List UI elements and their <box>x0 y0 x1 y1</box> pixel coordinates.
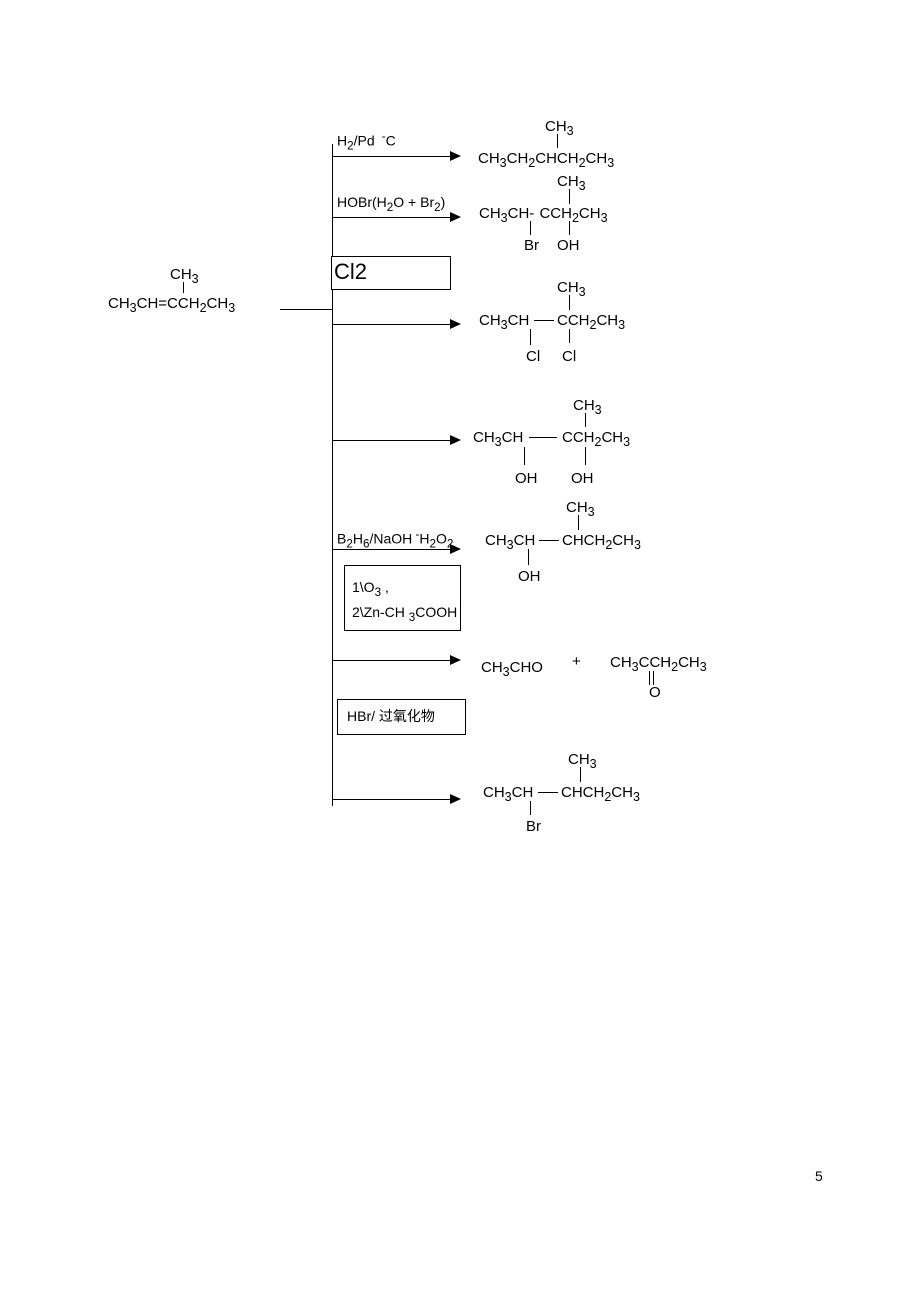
product-text-6-2: CHCH2CH3 <box>561 785 640 804</box>
reagent-label-1: HOBr(H2O + Br2) <box>337 195 445 213</box>
page-number: 5 <box>815 1168 823 1184</box>
starter-joiner <box>280 309 332 310</box>
arrow-head-6 <box>450 794 461 804</box>
product-text-4-3: OH <box>518 569 541 584</box>
arrow-shaft-0 <box>332 156 450 157</box>
reagent-label-4: B2H6/NaOH -H2O2 <box>337 529 453 550</box>
product-hbond-2-0 <box>534 320 554 321</box>
product-dbl-5-0-b <box>653 671 654 685</box>
arrow-shaft-6 <box>332 799 450 800</box>
product-tick-1-0 <box>569 189 570 204</box>
product-tick-2-1 <box>530 329 531 345</box>
starter-main: CH3CH=CCH2CH3 <box>108 296 235 315</box>
arrow-shaft-2 <box>332 324 450 325</box>
product-text-4-0: CH3 <box>566 500 595 519</box>
product-text-6-3: Br <box>526 819 541 834</box>
arrow-head-0 <box>450 151 461 161</box>
reaction-diagram: CH3 CH3CH=CCH2CH3 H2/Pd -C CH3 CH3CH2CHCH2CH… <box>0 0 920 1303</box>
product-text-5-2: CH3CCH2CH3 <box>610 655 707 674</box>
product-tick-3-1 <box>524 447 525 465</box>
product-tick-1-1 <box>530 221 531 235</box>
reagent-box-line-5-0: 1\O3 , <box>352 580 389 598</box>
product-tick-4-1 <box>528 549 529 565</box>
product-text-6-1: CH3CH <box>483 785 533 804</box>
product-text-2-4: Cl <box>562 349 576 364</box>
arrow-shaft-3 <box>332 440 450 441</box>
product-text-5-0: CH3CHO <box>481 660 543 679</box>
arrow-shaft-5 <box>332 660 450 661</box>
product-text-1-1: CH3CH- CCH2CH3 <box>479 206 608 225</box>
product-hbond-3-0 <box>529 437 557 438</box>
product-text-1-3: OH <box>557 238 580 253</box>
reagent-label-0: H2/Pd -C <box>337 131 396 152</box>
product-text-5-3: O <box>649 685 661 700</box>
product-tick-0-0 <box>557 134 558 148</box>
arrow-head-5 <box>450 655 461 665</box>
reagent-box-line-6-0: HBr/ 过氧化物 <box>347 709 435 723</box>
product-text-3-2: CCH2CH3 <box>562 430 630 449</box>
product-tick-4-0 <box>578 515 579 530</box>
starter-bond-tick <box>183 282 184 293</box>
product-text-3-3: OH <box>515 471 538 486</box>
arrow-shaft-1 <box>332 217 450 218</box>
product-text-1-2: Br <box>524 238 539 253</box>
starter-top: CH3 <box>170 267 199 286</box>
product-text-1-0: CH3 <box>557 174 586 193</box>
product-hbond-4-0 <box>539 540 559 541</box>
product-dbl-5-0-a <box>649 671 650 685</box>
product-text-2-3: Cl <box>526 349 540 364</box>
reagent-big-2: Cl2 <box>334 261 367 283</box>
arrow-head-1 <box>450 212 461 222</box>
trunk-line <box>332 144 333 806</box>
product-tick-2-2 <box>569 329 570 343</box>
product-text-3-4: OH <box>571 471 594 486</box>
product-text-0-1: CH3CH2CHCH2CH3 <box>478 151 614 170</box>
arrow-head-2 <box>450 319 461 329</box>
reagent-box-line-5-1: 2\Zn-CH 3COOH <box>352 605 457 623</box>
product-text-5-1: + <box>572 654 581 669</box>
product-tick-3-0 <box>585 413 586 427</box>
product-text-2-1: CH3CH <box>479 313 529 332</box>
product-text-4-2: CHCH2CH3 <box>562 533 641 552</box>
arrow-head-3 <box>450 435 461 445</box>
product-text-3-0: CH3 <box>573 398 602 417</box>
product-tick-2-0 <box>569 295 570 310</box>
product-text-2-2: CCH2CH3 <box>557 313 625 332</box>
product-tick-6-1 <box>530 801 531 815</box>
product-hbond-6-0 <box>538 792 558 793</box>
product-text-2-0: CH3 <box>557 280 586 299</box>
product-tick-3-2 <box>585 447 586 465</box>
product-tick-6-0 <box>580 767 581 782</box>
product-text-6-0: CH3 <box>568 752 597 771</box>
product-text-3-1: CH3CH <box>473 430 523 449</box>
product-tick-1-2 <box>569 221 570 235</box>
product-text-0-0: CH3 <box>545 119 574 138</box>
